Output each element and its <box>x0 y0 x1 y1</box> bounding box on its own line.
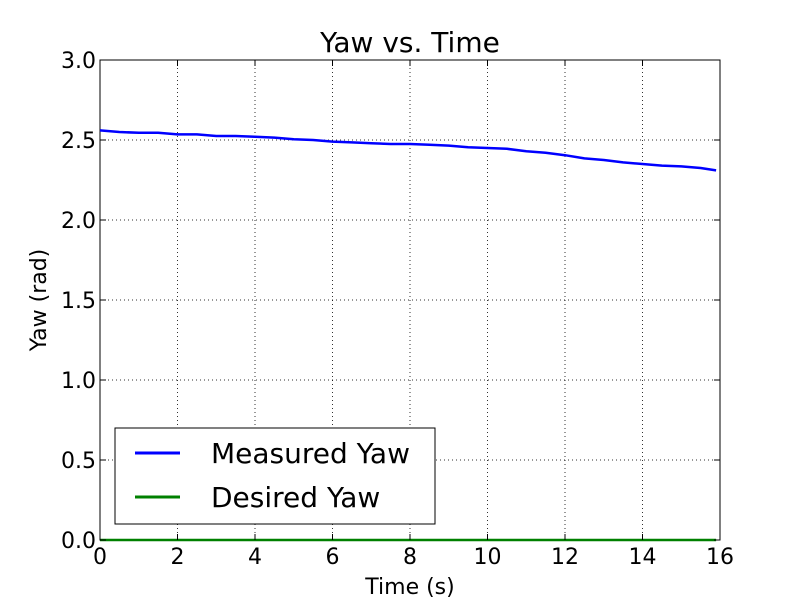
x-tick-label: 0 <box>93 545 107 570</box>
y-tick-label: 1.5 <box>61 289 96 314</box>
x-tick-label: 16 <box>706 545 734 570</box>
y-tick-label: 3.0 <box>61 49 96 74</box>
x-tick-label: 10 <box>474 545 502 570</box>
x-axis-label: Time (s) <box>364 575 454 600</box>
legend-box <box>114 427 436 525</box>
y-tick-label: 0.5 <box>61 449 96 474</box>
legend-label-desired-yaw: Desired Yaw <box>211 481 380 514</box>
x-tick-label: 6 <box>326 545 340 570</box>
x-tick-label: 14 <box>629 545 657 570</box>
x-tick-label: 12 <box>551 545 579 570</box>
series-line-measured-yaw <box>99 129 717 172</box>
legend-label-measured-yaw: Measured Yaw <box>211 437 410 470</box>
x-tick-label: 2 <box>171 545 185 570</box>
y-tick-label: 2.0 <box>61 209 96 234</box>
x-tick-label: 4 <box>248 545 262 570</box>
x-tick-label: 8 <box>403 545 417 570</box>
ticks: 0 2 4 6 8 10 12 14 16 0.0 0.5 1.0 1.5 2.0 2.5 3.0 <box>61 49 734 570</box>
y-tick-label: 1.0 <box>61 369 96 394</box>
y-axis-label: Yaw (rad) <box>27 249 52 353</box>
chart-title: Yaw vs. Time <box>319 26 500 59</box>
legend: Measured Yaw Desired Yaw <box>114 427 436 525</box>
series-layer <box>99 129 717 542</box>
y-tick-label: 0.0 <box>61 529 96 554</box>
y-tick-label: 2.5 <box>61 129 96 154</box>
